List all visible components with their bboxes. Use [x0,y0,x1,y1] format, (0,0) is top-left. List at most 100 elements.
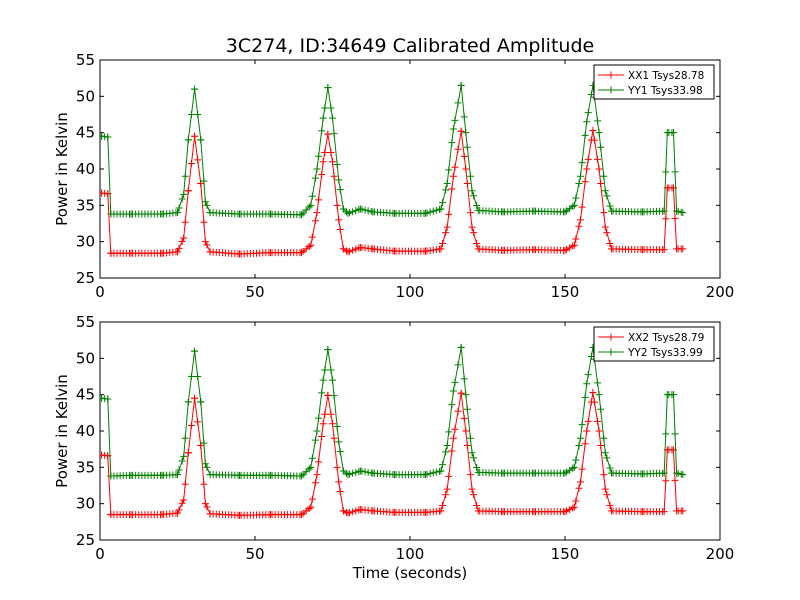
data-point [187,160,195,168]
data-point [662,168,670,176]
data-point [344,248,352,256]
data-point [391,471,398,479]
data-point [315,414,323,422]
data-point [603,229,611,237]
data-point [606,239,614,247]
data-point [439,461,447,469]
data-point [356,505,364,513]
data-point [608,469,615,477]
data-point [349,246,357,254]
data-point [443,485,451,493]
data-point [594,417,602,425]
data-point [462,129,470,137]
data-point [327,410,335,418]
data-point [470,454,478,462]
data-point [104,133,112,141]
data-point [324,346,332,354]
data-point [474,206,482,214]
data-point [369,469,377,477]
data-point [158,210,166,218]
data-point [339,507,347,515]
data-point [174,209,181,217]
data-point [470,491,478,499]
data-point [364,207,372,215]
chart-panel-top: 0 50 100 150 200 25 30 35 40 45 50 55 Power in Kelvi… [53,51,734,301]
x-tick-label: 200 [706,545,735,563]
data-point [184,398,192,406]
data-point [578,159,586,167]
data-point [201,500,209,508]
data-point [660,508,668,516]
data-point [597,442,605,450]
data-point [530,469,538,477]
data-point [466,471,474,479]
data-point [563,246,571,254]
x-tick-label: 50 [245,545,264,563]
data-point [570,201,578,209]
legend-label: YY1 Tsys33.98 [627,85,703,97]
data-point [107,472,115,480]
data-point [499,246,507,254]
y-tick-label: 55 [76,313,95,331]
data-point [330,392,338,400]
data-point [454,145,462,153]
data-point [203,241,211,249]
data-point [639,208,646,216]
data-point [298,211,305,219]
data-point [449,172,457,180]
data-point [499,469,507,477]
data-point [601,449,609,457]
data-point [466,434,474,442]
data-point [442,448,450,456]
data-point [460,152,468,160]
data-point [671,430,679,438]
data-point [442,186,450,194]
data-point [660,207,668,215]
data-point [603,491,611,499]
data-point [191,347,199,355]
y-tick-label: 45 [76,124,95,142]
data-point [327,149,335,157]
data-point [679,245,687,253]
data-point [315,152,323,160]
data-point [662,477,670,485]
data-point [180,452,188,460]
data-point [474,507,482,515]
data-point [448,447,456,455]
data-point [100,189,106,197]
data-point [200,218,208,226]
y-tick-label: 50 [76,87,95,105]
data-point [670,129,677,137]
data-point [569,202,577,210]
data-point [298,472,305,480]
data-point [330,434,338,442]
data-point [313,165,321,173]
data-point [330,130,338,138]
series-yy [100,81,687,219]
data-point [597,143,605,151]
series-yy [100,343,687,480]
data-point [187,422,195,430]
data-point [191,85,199,93]
data-point [327,104,335,112]
data-point [349,469,357,477]
data-point [454,361,462,369]
data-point [299,471,307,479]
data-point [583,380,591,388]
data-point [180,496,188,504]
legend: XX1 Tsys28.78 YY1 Tsys33.98 [593,64,715,100]
legend-box [593,64,715,100]
data-point [561,246,569,254]
data-point [267,210,274,218]
data-point [463,405,471,413]
data-point [566,244,574,252]
data-point [530,246,538,254]
data-point [454,99,462,107]
data-point [187,373,195,380]
data-point [583,165,591,173]
x-tick-label: 100 [396,545,425,563]
data-point [449,125,457,133]
data-point [174,248,181,256]
data-point [460,414,468,422]
data-point [181,434,189,442]
